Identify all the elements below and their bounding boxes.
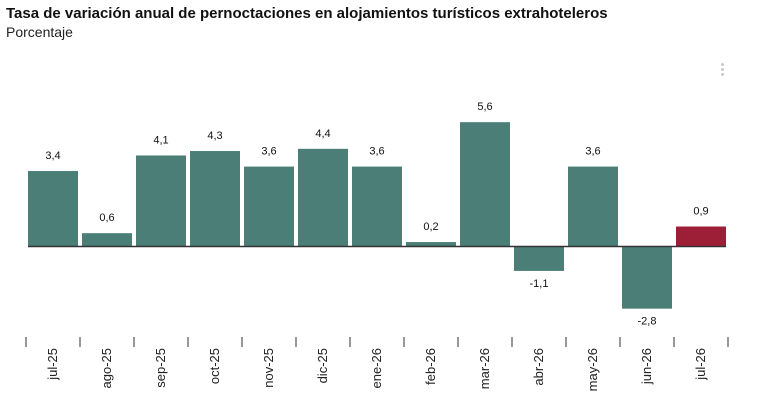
- data-label: 4,1: [153, 134, 168, 146]
- bar: [460, 122, 510, 247]
- data-label: 3,6: [585, 146, 600, 158]
- tick-label: jul-26: [693, 348, 708, 381]
- bar: [298, 148, 348, 247]
- tick-label: ago-25: [99, 348, 114, 388]
- chart-title: Tasa de variación anual de pernoctacione…: [6, 5, 608, 22]
- bar: [352, 166, 402, 247]
- data-label: 0,6: [99, 212, 114, 224]
- bar: [244, 166, 294, 247]
- bar: [82, 233, 132, 247]
- tick-label: feb-26: [423, 348, 438, 385]
- data-label: 3,4: [45, 150, 60, 162]
- tick-label: oct-25: [207, 348, 222, 384]
- data-label: 0,9: [693, 206, 708, 218]
- data-label: 3,6: [369, 146, 384, 158]
- data-label: -1,1: [530, 278, 549, 290]
- tick-label: may-26: [585, 348, 600, 391]
- vertical-dots-icon[interactable]: [719, 63, 725, 79]
- bar: [622, 246, 672, 309]
- tick-label: mar-26: [477, 348, 492, 389]
- bar: [406, 242, 456, 247]
- tick-label: jun-26: [639, 348, 654, 385]
- chart-subtitle: Porcentaje: [6, 24, 73, 40]
- data-label: 4,4: [315, 128, 330, 140]
- tick-label: dic-25: [315, 348, 330, 383]
- data-label: -2,8: [638, 316, 657, 328]
- tick-label: abr-26: [531, 348, 546, 386]
- tick-label: sep-25: [153, 348, 168, 388]
- tick-label: nov-25: [261, 348, 276, 388]
- data-label: 5,6: [477, 101, 492, 113]
- bar: [28, 171, 78, 247]
- tick-label: ene-26: [369, 348, 384, 388]
- bar: [514, 246, 564, 271]
- bar: [136, 155, 186, 247]
- data-label: 4,3: [207, 130, 222, 142]
- tick-label: jul-25: [45, 348, 60, 381]
- data-label: 0,2: [423, 221, 438, 233]
- bar: [568, 166, 618, 247]
- bar: [190, 151, 240, 247]
- bar: [676, 226, 726, 247]
- data-label: 3,6: [261, 146, 276, 158]
